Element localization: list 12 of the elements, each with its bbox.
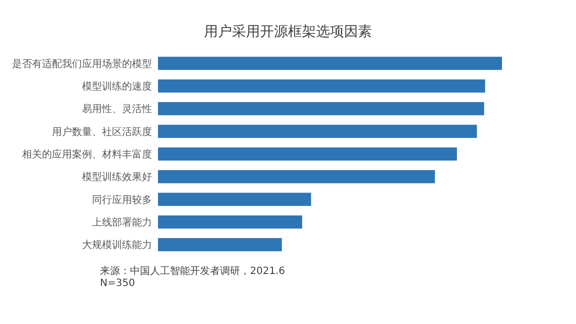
category-label: 上线部署能力 xyxy=(92,218,152,228)
category-label: 大规模训练能力 xyxy=(82,240,152,252)
annotation: N=350 xyxy=(100,278,135,289)
category-label: 同行应用较多 xyxy=(92,194,152,206)
category-label: 相关的应用案例、材料丰富度 xyxy=(22,150,152,160)
annotation: 来源：中国人工智能开发者调研，2021.6 xyxy=(100,266,285,277)
category-label: 模型训练的速度 xyxy=(82,82,152,92)
title: 用户采用开源框架选项因素 xyxy=(204,24,372,40)
category-label: 用户数量、社区活跃度 xyxy=(52,126,152,138)
category-label: 易用性、灵活性 xyxy=(82,104,152,116)
category-label: 是否有适配我们应用场景的模型 xyxy=(12,58,152,70)
category-label: 模型训练效果好 xyxy=(82,172,152,184)
